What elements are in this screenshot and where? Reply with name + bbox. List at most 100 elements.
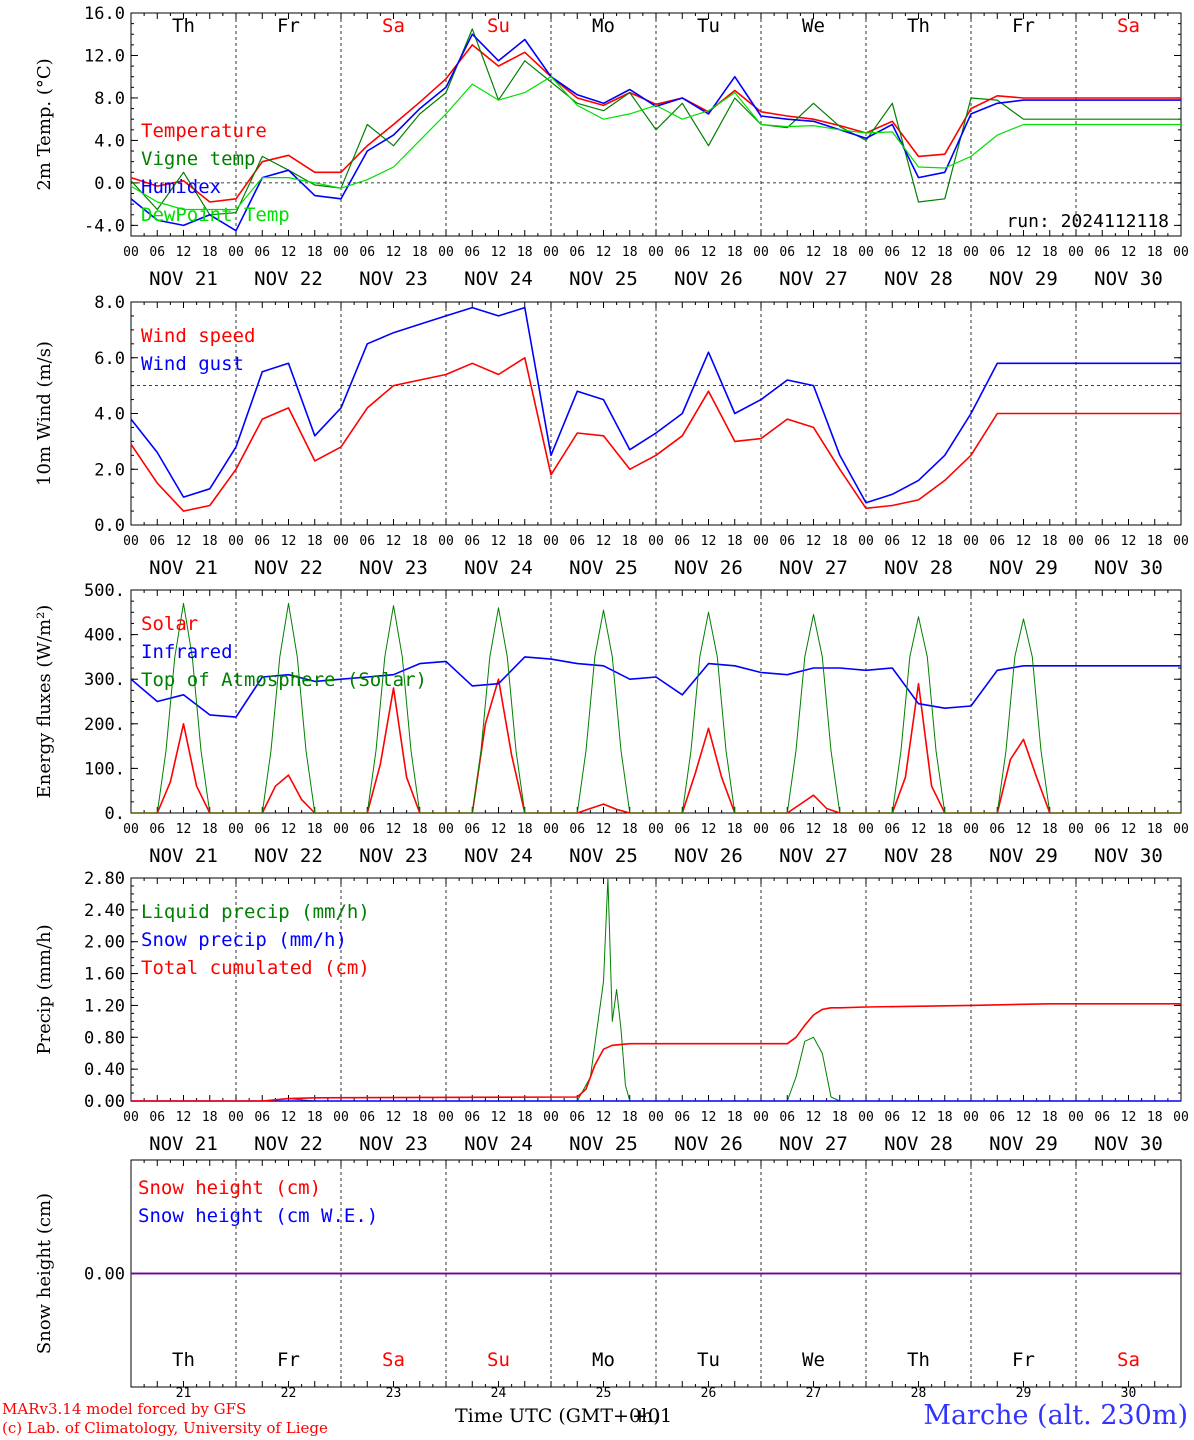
y-tick-label: 300. (84, 670, 125, 690)
hour-tick-label: 00 (1173, 245, 1189, 260)
day-of-week-label: Tu (697, 15, 720, 37)
hour-tick-label: 06 (779, 534, 795, 549)
date-label: NOV 29 (989, 557, 1058, 579)
hour-tick-label: 18 (202, 1110, 218, 1125)
day-number-label: 25 (596, 1386, 612, 1401)
hour-tick-label: 12 (386, 822, 402, 837)
y-tick-label: 2.0 (94, 460, 125, 480)
hour-tick-label: 12 (281, 534, 297, 549)
hour-tick-label: 00 (1068, 822, 1084, 837)
day-of-week-label: We (802, 1349, 825, 1371)
hour-tick-label: 12 (491, 245, 507, 260)
hour-tick-label: 06 (149, 245, 165, 260)
hour-tick-label: 12 (1016, 245, 1032, 260)
hour-tick-label: 06 (359, 245, 375, 260)
hour-tick-label: 00 (333, 822, 349, 837)
hour-tick-label: 18 (517, 534, 533, 549)
date-label: NOV 29 (989, 268, 1058, 290)
hour-tick-label: 18 (517, 822, 533, 837)
date-label: NOV 23 (359, 268, 428, 290)
hour-tick-label: 12 (911, 822, 927, 837)
date-label: NOV 27 (779, 845, 848, 867)
y-tick-label: 4.0 (94, 131, 125, 151)
hour-tick-label: 06 (359, 534, 375, 549)
hour-tick-label: 18 (1042, 534, 1058, 549)
legend-entry: Vigne temp (141, 148, 255, 170)
hour-tick-label: 12 (806, 534, 822, 549)
y-tick-label: 1.20 (84, 996, 125, 1016)
hour-tick-label: 06 (149, 534, 165, 549)
series-line-wind-speed (130, 356, 1181, 512)
date-label: NOV 28 (884, 845, 953, 867)
series-line-temperature (130, 44, 1181, 203)
y-tick-label: 1.60 (84, 965, 125, 985)
date-label: NOV 27 (779, 1133, 848, 1155)
legend-entry: Humidex (141, 176, 221, 198)
legend-entry: Snow height (cm W.E.) (138, 1205, 378, 1227)
hour-tick-label: 18 (202, 822, 218, 837)
hour-tick-label: 06 (464, 534, 480, 549)
hour-tick-label: 12 (386, 1110, 402, 1125)
legend-entry: Top of Atmosphere (Solar) (141, 669, 427, 691)
hour-tick-label: 12 (701, 822, 717, 837)
date-label: NOV 25 (569, 1133, 638, 1155)
date-label: NOV 24 (464, 268, 533, 290)
hour-tick-label: 18 (832, 534, 848, 549)
hour-tick-label: 06 (569, 534, 585, 549)
hour-tick-label: 00 (123, 1110, 139, 1125)
hour-tick-label: 00 (648, 1110, 664, 1125)
date-label: NOV 23 (359, 557, 428, 579)
day-number-label: 23 (386, 1386, 402, 1401)
hour-tick-label: 00 (858, 534, 874, 549)
hour-tick-label: 06 (359, 1110, 375, 1125)
series-line-infrared (130, 656, 1181, 718)
date-label: NOV 21 (149, 1133, 218, 1155)
day-of-week-label: Fr (1012, 1349, 1035, 1371)
hour-tick-label: 12 (596, 245, 612, 260)
hour-tick-label: 00 (1068, 534, 1084, 549)
hour-tick-label: 12 (806, 245, 822, 260)
day-of-week-label: Th (907, 15, 930, 37)
hour-tick-label: 06 (674, 822, 690, 837)
date-label: NOV 30 (1094, 1133, 1163, 1155)
hour-tick-label: 06 (989, 822, 1005, 837)
hour-tick-label: 12 (281, 822, 297, 837)
hour-tick-label: 06 (884, 822, 900, 837)
hour-tick-label: 06 (989, 534, 1005, 549)
hour-tick-label: 18 (1042, 1110, 1058, 1125)
day-number-label: 26 (701, 1386, 717, 1401)
legend-entry: Wind speed (141, 325, 255, 347)
day-of-week-label: We (802, 15, 825, 37)
day-of-week-label: Th (907, 1349, 930, 1371)
hour-tick-label: 18 (937, 534, 953, 549)
day-of-week-label: Fr (1012, 15, 1035, 37)
hour-tick-label: 00 (648, 822, 664, 837)
y-tick-label: -4.0 (84, 216, 125, 236)
day-of-week-label: Su (487, 1349, 510, 1371)
y-tick-label: 500. (84, 581, 125, 601)
day-of-week-label: Th (172, 1349, 195, 1371)
day-of-week-label: Sa (382, 1349, 405, 1371)
hour-tick-label: 00 (858, 822, 874, 837)
hour-tick-label: 06 (464, 1110, 480, 1125)
hour-tick-label: 00 (963, 1110, 979, 1125)
hour-tick-label: 06 (884, 534, 900, 549)
hour-tick-label: 18 (307, 822, 323, 837)
date-label: NOV 21 (149, 557, 218, 579)
hour-tick-label: 00 (438, 1110, 454, 1125)
hour-tick-label: 18 (622, 822, 638, 837)
hour-tick-label: 00 (858, 1110, 874, 1125)
hour-tick-label: 00 (438, 822, 454, 837)
hour-tick-label: 12 (281, 245, 297, 260)
hour-tick-label: 06 (359, 822, 375, 837)
hour-tick-label: 12 (911, 1110, 927, 1125)
time-axis-label: Time UTC (GMT+0h) (455, 1405, 661, 1427)
hour-tick-label: 06 (464, 245, 480, 260)
hour-tick-label: 00 (123, 822, 139, 837)
hour-tick-label: 00 (228, 1110, 244, 1125)
legend-entry: Liquid precip (mm/h) (141, 901, 370, 923)
hour-tick-label: 12 (176, 245, 192, 260)
model-credit-line2: (c) Lab. of Climatology, University of L… (2, 1419, 328, 1437)
